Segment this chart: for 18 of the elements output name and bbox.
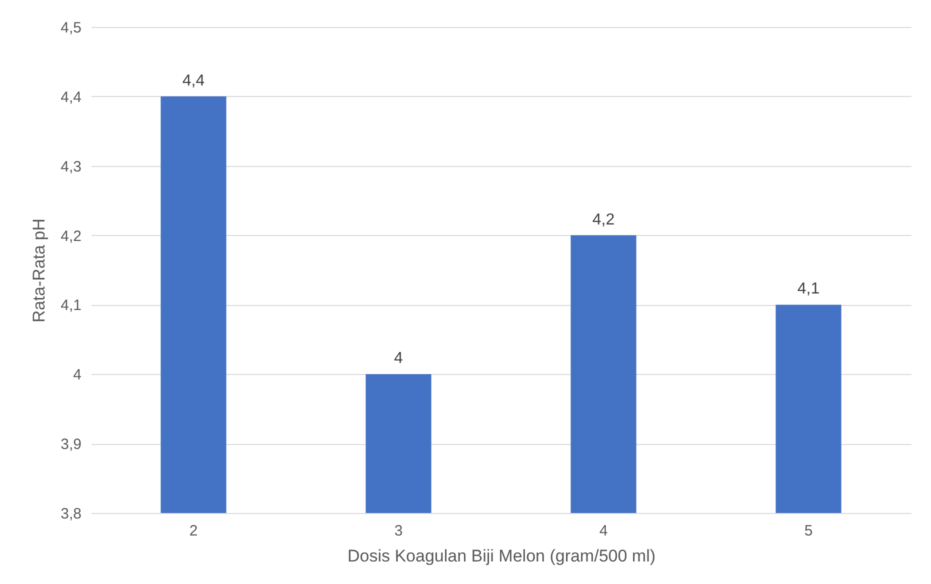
x-tick-label: 5	[804, 522, 813, 540]
y-tick-label: 3,9	[60, 436, 82, 454]
y-tick-label: 4,3	[60, 158, 82, 176]
data-label: 4,1	[797, 280, 820, 298]
y-tick-label: 4,2	[60, 228, 82, 245]
data-label: 4,2	[592, 211, 615, 228]
y-axis-title: Rata-Rata pH	[30, 218, 49, 322]
y-tick-label: 4,1	[60, 297, 82, 314]
y-tick-label: 4,4	[60, 88, 82, 106]
y-tick-label: 4,5	[60, 20, 82, 36]
data-label: 4	[394, 350, 404, 368]
x-tick-label: 3	[394, 522, 403, 540]
y-tick-label: 3,8	[60, 506, 82, 522]
y-tick-label: 4	[73, 366, 82, 384]
x-tick-label: 2	[189, 522, 198, 540]
x-tick-label: 4	[599, 522, 608, 540]
x-axis-title: Dosis Koagulan Biji Melon (gram/500 ml)	[347, 546, 656, 566]
data-label: 4,4	[182, 72, 205, 90]
